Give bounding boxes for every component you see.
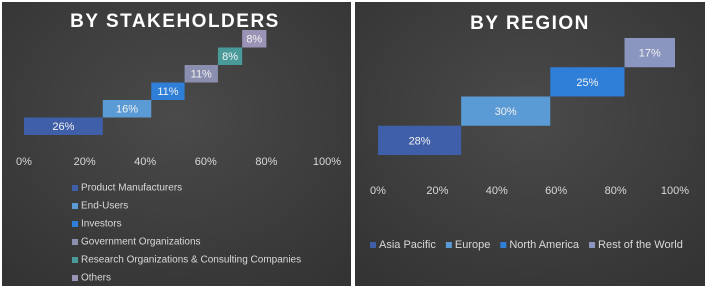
value-label: 11% [157, 86, 178, 98]
x-tick-label: 20% [426, 185, 448, 197]
legend-swatch [589, 242, 596, 248]
x-tick-label: 60% [195, 156, 217, 168]
legend-label: Product Manufacturers [81, 183, 182, 194]
legend-label: Research Organizations & Consulting Comp… [81, 255, 301, 266]
value-label: 11% [191, 69, 212, 81]
bar-segment [184, 65, 218, 83]
legend-swatch [72, 275, 78, 281]
legend-swatch [370, 242, 376, 248]
value-label: 8% [246, 34, 262, 46]
legend-label: North America [509, 239, 580, 251]
value-label: 16% [116, 104, 138, 116]
panel [2, 2, 351, 286]
value-label: 30% [495, 106, 517, 118]
value-label: 8% [222, 51, 238, 63]
legend-label: Asia Pacific [379, 239, 436, 251]
legend-swatch [72, 203, 78, 209]
x-tick-label: 40% [134, 156, 156, 168]
x-tick-label: 100% [313, 156, 341, 168]
legend-swatch [72, 185, 78, 191]
legend-label: Europe [455, 239, 490, 251]
legend-swatch [72, 221, 78, 227]
x-tick-label: 0% [370, 185, 386, 197]
value-label: 17% [639, 48, 661, 60]
legend-swatch [72, 239, 78, 245]
bar-segment [24, 117, 103, 135]
bar-segment [550, 67, 625, 97]
legend-label: Investors [81, 219, 122, 230]
legend-label: End-Users [81, 201, 128, 212]
bar-segment [378, 125, 462, 155]
bar-segment [624, 38, 675, 68]
bar-segment [242, 30, 267, 48]
bar-segment [102, 100, 152, 118]
x-tick-label: 80% [255, 156, 277, 168]
bar-segment [217, 47, 243, 65]
x-tick-label: 60% [545, 185, 567, 197]
value-label: 25% [576, 77, 598, 89]
legend-label: Rest of the World [598, 239, 683, 251]
x-tick-label: 40% [486, 185, 508, 197]
x-tick-label: 0% [16, 156, 32, 168]
legend-swatch [445, 242, 452, 248]
value-label: 28% [409, 135, 431, 147]
legend-swatch [72, 257, 78, 263]
x-tick-label: 100% [661, 185, 689, 197]
bar-segment [461, 96, 551, 126]
bar-segment [151, 82, 185, 100]
chart-title: BY STAKEHOLDERS [70, 11, 280, 32]
x-tick-label: 80% [605, 185, 627, 197]
chart-title: BY REGION [470, 13, 590, 34]
legend-label: Others [81, 273, 111, 284]
value-label: 26% [52, 121, 74, 133]
x-tick-label: 20% [74, 156, 96, 168]
legend-swatch [500, 242, 507, 248]
legend-label: Government Organizations [81, 237, 201, 248]
